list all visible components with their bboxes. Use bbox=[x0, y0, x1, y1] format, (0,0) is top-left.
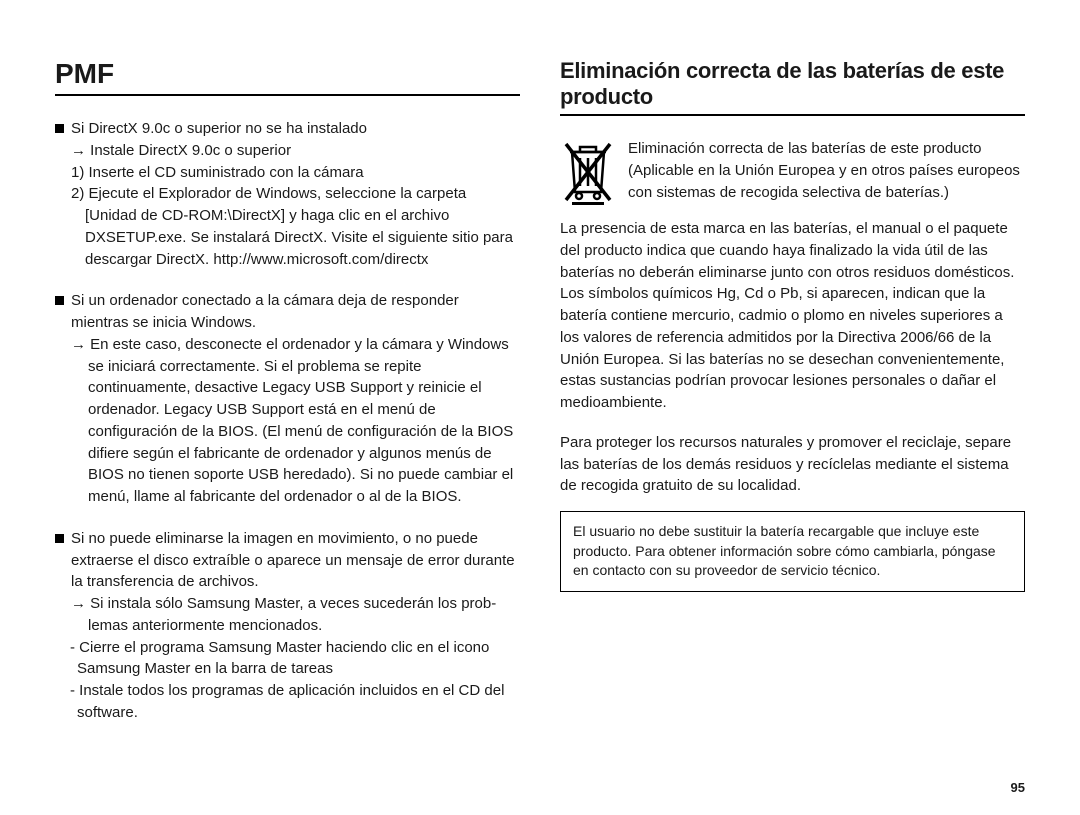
arrow-text: → Instale DirectX 9.0c o superior bbox=[55, 140, 520, 162]
step-2a: 2) Ejecute el Explorador de Windows, sel… bbox=[55, 183, 520, 205]
crossed-bin-icon bbox=[560, 138, 616, 208]
right-heading: Eliminación correcta de las baterías de … bbox=[560, 58, 1025, 116]
page-number: 95 bbox=[1011, 780, 1025, 795]
bullet-text: Si un ordenador conectado a la cámara de… bbox=[71, 290, 520, 334]
faq-block-3: Si no puede eliminarse la imagen en movi… bbox=[55, 528, 520, 724]
icon-caption: Eliminación correcta de las baterías de … bbox=[628, 138, 1025, 203]
bullet-text: Si no puede eliminarse la imagen en movi… bbox=[71, 528, 520, 593]
right-paragraph-1: La presencia de esta marca en las baterí… bbox=[560, 218, 1025, 414]
note-box: El usuario no debe sustituir la batería … bbox=[560, 511, 1025, 592]
square-bullet-icon bbox=[55, 124, 64, 133]
arrow-text-a: → En este caso, desconecte el ordenador … bbox=[55, 334, 520, 356]
left-column: PMF Si DirectX 9.0c o superior no se ha … bbox=[55, 58, 520, 744]
faq-block-2: Si un ordenador conectado a la cámara de… bbox=[55, 290, 520, 508]
step-2b: [Unidad de CD-ROM:\DirectX] y haga clic … bbox=[55, 205, 520, 270]
arrow-text-b: lemas anteriormente mencionados. bbox=[55, 615, 520, 637]
arrow-text-a: → Si instala sólo Samsung Master, a vece… bbox=[55, 593, 520, 615]
step-1: 1) Inserte el CD suministrado con la cám… bbox=[55, 162, 520, 184]
right-paragraph-2: Para proteger los recursos naturales y p… bbox=[560, 432, 1025, 497]
square-bullet-icon bbox=[55, 296, 64, 305]
dash-item-2: - Instale todos los programas de aplicac… bbox=[55, 680, 520, 724]
faq-block-1: Si DirectX 9.0c o superior no se ha inst… bbox=[55, 118, 520, 270]
square-bullet-icon bbox=[55, 534, 64, 543]
arrow-text-b: se iniciará correctamente. Si el problem… bbox=[55, 356, 520, 508]
bullet-text: Si DirectX 9.0c o superior no se ha inst… bbox=[71, 118, 367, 140]
right-column: Eliminación correcta de las baterías de … bbox=[560, 58, 1025, 744]
left-heading: PMF bbox=[55, 58, 520, 96]
icon-text-row: Eliminación correcta de las baterías de … bbox=[560, 138, 1025, 208]
dash-item-1: - Cierre el programa Samsung Master haci… bbox=[55, 637, 520, 681]
